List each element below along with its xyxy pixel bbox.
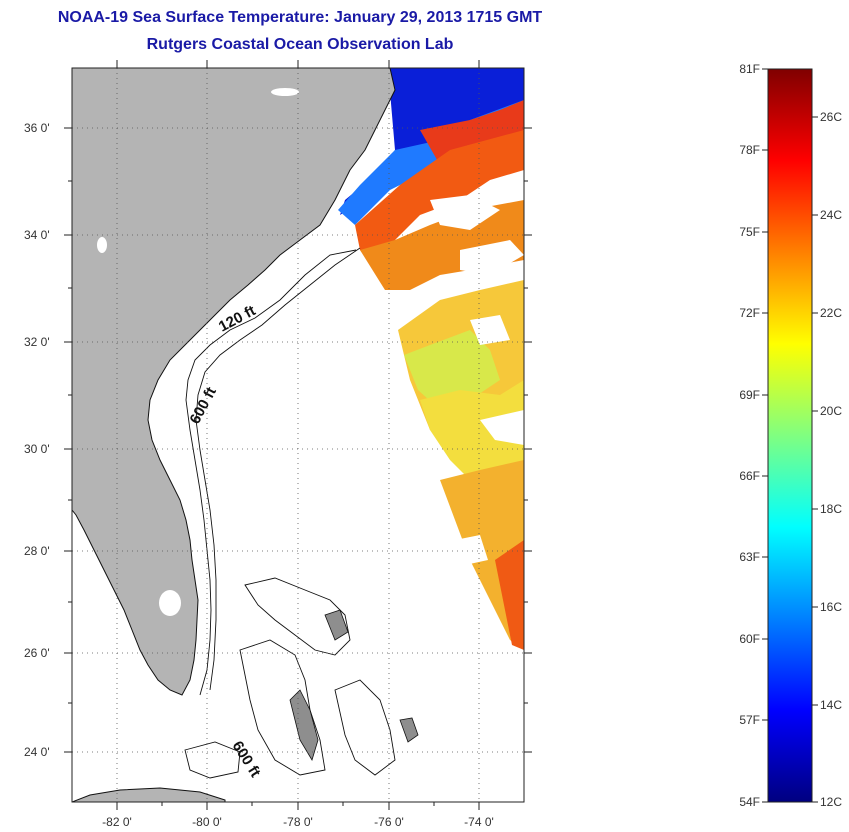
cb-f-label: 75F [739, 225, 760, 239]
map-title: NOAA-19 Sea Surface Temperature: January… [57, 9, 543, 26]
cb-c-label: 14C [820, 698, 842, 712]
lat-label: 36 0' [24, 121, 50, 135]
land-southeast-us [72, 68, 396, 696]
cb-f-label: 54F [739, 795, 760, 809]
lake-okeechobee [159, 590, 181, 616]
cb-f-label: 60F [739, 632, 760, 646]
contour-600ft [195, 247, 361, 691]
cb-f-label: 69F [739, 388, 760, 402]
lat-label: 30 0' [24, 442, 50, 456]
cb-f-label: 57F [739, 713, 760, 727]
cb-c-label: 18C [820, 502, 842, 516]
lake [97, 237, 107, 253]
lon-label: -76 0' [374, 815, 404, 829]
contour-120ft [185, 249, 357, 696]
lat-label: 26 0' [24, 646, 50, 660]
cb-c-label: 22C [820, 306, 842, 320]
lon-label: -80 0' [192, 815, 222, 829]
cb-c-label: 24C [820, 208, 842, 222]
cb-f-label: 63F [739, 550, 760, 564]
colorbar-fahrenheit-labels: 81F 78F 75F 72F 69F 66F 63F 60F 57F 54F [739, 62, 760, 809]
cb-f-label: 81F [739, 62, 760, 76]
cb-c-label: 16C [820, 600, 842, 614]
cb-f-label: 78F [739, 143, 760, 157]
lon-label: -82 0' [102, 815, 132, 829]
lon-label: -74 0' [464, 815, 494, 829]
axis-ticks [64, 60, 532, 810]
lat-label: 28 0' [24, 544, 50, 558]
bahamas-banks [184, 577, 419, 779]
colorbar-celsius-labels: 26C 24C 22C 20C 18C 16C 14C 12C [820, 110, 842, 809]
longitude-labels: -82 0' -80 0' -78 0' -76 0' -74 0' [102, 815, 494, 829]
cb-c-label: 20C [820, 404, 842, 418]
cb-c-label: 26C [820, 110, 842, 124]
lat-label: 32 0' [24, 335, 50, 349]
lat-label: 24 0' [24, 745, 50, 759]
cb-c-label: 12C [820, 795, 842, 809]
map-subtitle: Rutgers Coastal Ocean Observation Lab [146, 36, 454, 53]
colorbar [767, 68, 813, 803]
lat-label: 34 0' [24, 228, 50, 242]
lake [271, 88, 299, 96]
cb-f-label: 66F [739, 469, 760, 483]
graticule [72, 68, 524, 802]
colorbar-ticks [762, 68, 818, 803]
cb-f-label: 72F [739, 306, 760, 320]
lon-label: -78 0' [283, 815, 313, 829]
latitude-labels: 36 0' 34 0' 32 0' 30 0' 28 0' 26 0' 24 0… [24, 121, 50, 759]
